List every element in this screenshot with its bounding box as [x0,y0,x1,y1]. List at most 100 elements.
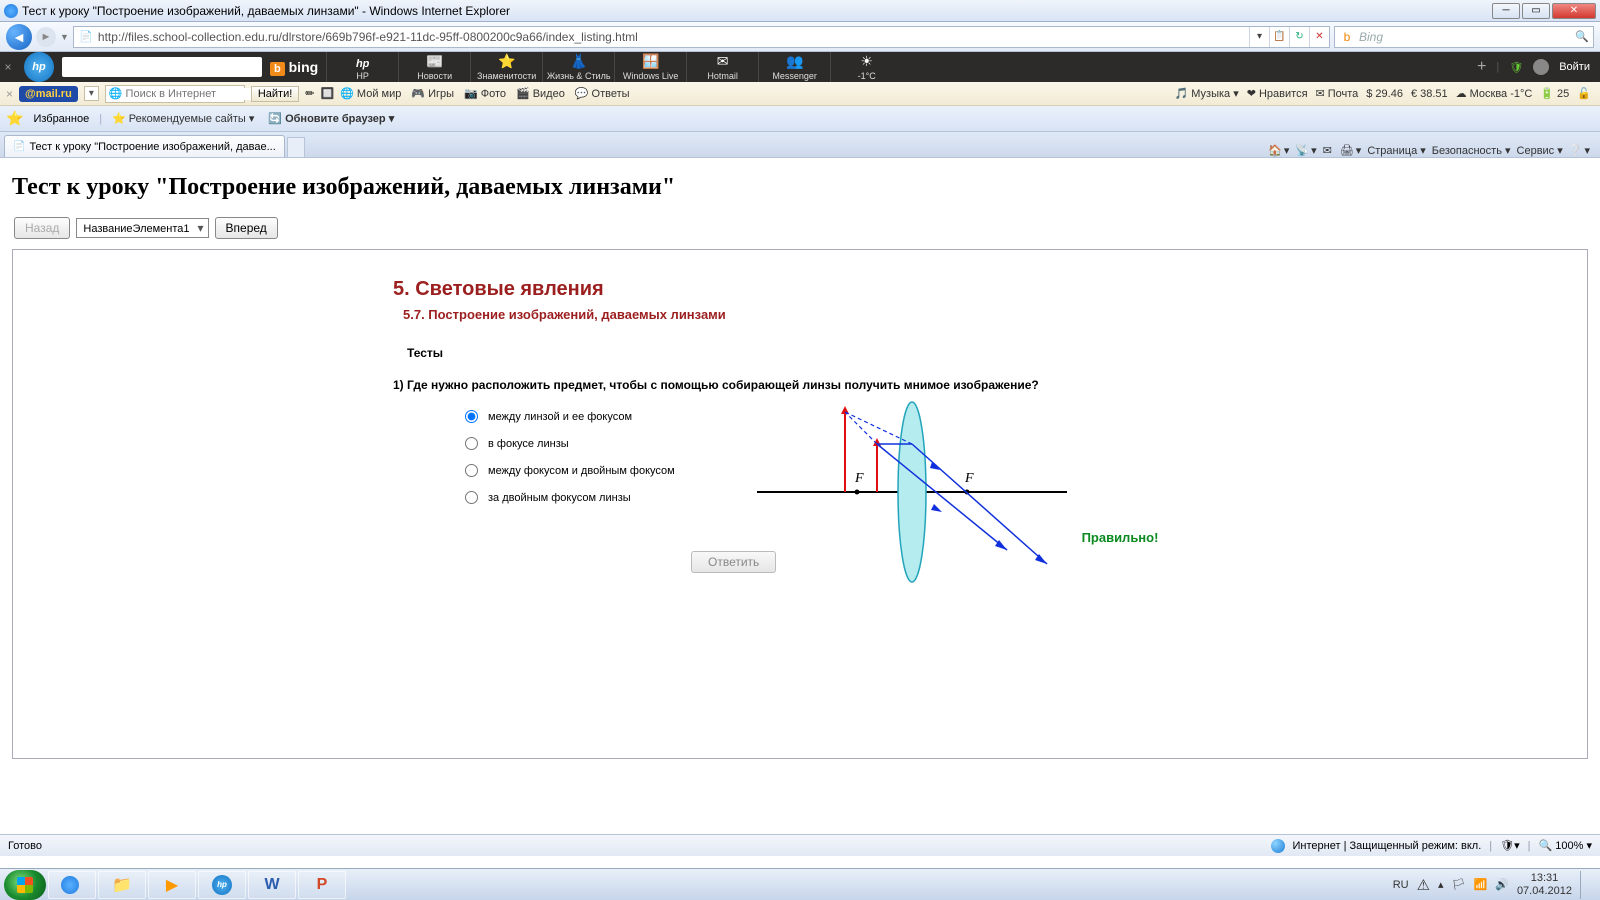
mailru-search-input[interactable] [126,88,268,100]
hp-item[interactable]: 🪟Windows Live [614,52,686,82]
mailru-find-button[interactable]: Найти! [251,86,299,102]
address-bar[interactable]: 📄 http://files.school-collection.edu.ru/… [73,26,1330,48]
tab-active[interactable]: 📄 Тест к уроку "Построение изображений, … [4,135,285,157]
tray-lang[interactable]: RU [1393,879,1409,891]
question-text: 1) Где нужно расположить предмет, чтобы … [393,378,1587,392]
tool-icon: 🖨 [1340,144,1354,157]
task-hp[interactable]: hp [198,871,246,899]
link-icon: 💬 [575,87,589,100]
mailru-right-item[interactable]: 🎵Музыка ▾ [1175,87,1239,100]
tray-flag-icon[interactable]: 🏳 [1452,878,1466,891]
close-button[interactable]: ✕ [1552,3,1596,19]
mailru-right-item[interactable]: ✉Почта [1316,87,1359,100]
toolbar-item[interactable]: 📡▾ [1295,144,1316,157]
tray-clock[interactable]: 13:31 07.04.2012 [1517,872,1572,896]
mailru-right-item[interactable]: ❤Нравится [1247,87,1308,100]
subsection-title: 5.7. Построение изображений, даваемых ли… [403,307,1587,322]
hp-item[interactable]: ☀-1°C [830,52,902,82]
mailru-search[interactable]: 🌐 ▼ [105,85,245,103]
hp-item[interactable]: ⭐Знаменитости [470,52,542,82]
hp-item-icon: hp [356,54,369,70]
maximize-button[interactable]: ▭ [1522,3,1550,19]
zoom-indicator[interactable]: 🔍 100% ▾ [1539,839,1592,852]
mailru-dropdown[interactable]: ▾ [84,86,99,101]
option-radio[interactable] [465,491,478,504]
hp-divider: | [1496,61,1499,73]
link-icon: 🎬 [516,87,530,100]
minimize-button[interactable]: ─ [1492,3,1520,19]
addr-dropdown[interactable]: ▾ [1249,27,1269,47]
hp-item[interactable]: hpHP [326,52,398,82]
hp-search-input[interactable] [62,57,262,77]
shield-icon[interactable]: 🛡 [1509,61,1523,74]
mailru-right-item[interactable]: 🔋25 [1540,87,1569,100]
option-radio[interactable] [465,437,478,450]
show-desktop-button[interactable] [1580,871,1590,899]
fav-link[interactable]: 🔄Обновите браузер ▾ [268,112,394,125]
task-word[interactable]: W [248,871,296,899]
favorites-star-icon[interactable]: ⭐ [6,110,23,127]
toolbar-item[interactable]: 🖨▾ [1340,144,1362,157]
stop-button[interactable]: ✕ [1309,27,1329,47]
nav-dropdown-icon[interactable]: ▼ [60,32,69,42]
mailru-close-icon[interactable]: × [6,87,13,101]
highlight-icon[interactable]: 🔲 [321,87,335,100]
tray-up-icon[interactable]: ▴ [1438,878,1444,891]
search-box[interactable]: b Bing 🔍 [1334,26,1594,48]
login-link[interactable]: Войти [1559,61,1590,73]
favorites-label[interactable]: Избранное [33,113,89,125]
toolbar-item[interactable]: Страница ▾ [1367,144,1425,157]
zoom-value: 100% [1555,840,1583,852]
mailru-link[interactable]: 📷Фото [464,87,506,100]
hp-close-icon[interactable]: × [0,60,16,74]
toolbar-item[interactable]: Сервис ▾ [1517,144,1563,157]
toolbar-item[interactable]: 🏠▾ [1268,144,1289,157]
mailru-link[interactable]: 💬Ответы [575,87,630,100]
item-label: 38.51 [1420,88,1448,100]
task-media[interactable]: ▶ [148,871,196,899]
hp-item[interactable]: ✉Hotmail [686,52,758,82]
toolbar-item[interactable]: ❔▾ [1569,144,1590,157]
hp-item[interactable]: 👗Жизнь & Стиль [542,52,614,82]
fav-link[interactable]: ⭐Рекомендуемые сайты ▾ [112,112,254,125]
content-forward-button[interactable]: Вперед [215,217,278,239]
tool-label: ▾ [1356,144,1362,157]
task-explorer[interactable]: 📁 [98,871,146,899]
item-label: 25 [1557,88,1569,100]
user-avatar-icon[interactable] [1533,59,1549,75]
mailru-logo[interactable]: @mail.ru [19,86,78,102]
hp-add-button[interactable]: + [1477,58,1486,76]
nav-bar: ◄ ► ▼ 📄 http://files.school-collection.e… [0,22,1600,52]
tray-alert-icon[interactable]: ⚠ [1417,876,1430,894]
tray-vol-icon[interactable]: 🔊 [1495,878,1509,891]
compat-button[interactable]: 📋 [1269,27,1289,47]
option-radio[interactable] [465,464,478,477]
mailru-right-item[interactable]: $29.46 [1366,88,1403,100]
hp-item[interactable]: 📰Новости [398,52,470,82]
mailru-link[interactable]: 🎮Игры [411,87,454,100]
search-go-button[interactable]: 🔍 [1571,27,1593,47]
hp-item-label: -1°C [858,71,876,81]
task-powerpoint[interactable]: P [298,871,346,899]
element-selector[interactable]: НазваниеЭлемента1 [76,218,208,238]
hp-item[interactable]: 👥Messenger [758,52,830,82]
forward-button[interactable]: ► [36,27,56,47]
task-ie[interactable] [48,871,96,899]
hp-logo-icon[interactable]: hp [24,52,54,82]
new-tab-button[interactable] [287,137,305,157]
mailru-right-item[interactable]: €38.51 [1411,88,1448,100]
protected-mode-icon[interactable]: 🛡▾ [1500,839,1520,852]
mailru-right-item[interactable]: 🔓 [1577,87,1594,100]
mailru-link[interactable]: 🌐Мой мир [340,87,401,100]
start-button[interactable] [4,870,46,900]
back-button[interactable]: ◄ [6,24,32,50]
content-back-button[interactable]: Назад [14,217,70,239]
toolbar-item[interactable]: Безопасность ▾ [1432,144,1511,157]
mailru-right-item[interactable]: ☁Москва -1°C [1456,87,1533,100]
toolbar-item[interactable]: ✉ [1323,144,1334,157]
refresh-button[interactable]: ↻ [1289,27,1309,47]
tray-net-icon[interactable]: 📶 [1474,878,1488,891]
edit-icon[interactable]: ✏ [305,87,314,100]
mailru-link[interactable]: 🎬Видео [516,87,565,100]
option-radio[interactable] [465,410,478,423]
